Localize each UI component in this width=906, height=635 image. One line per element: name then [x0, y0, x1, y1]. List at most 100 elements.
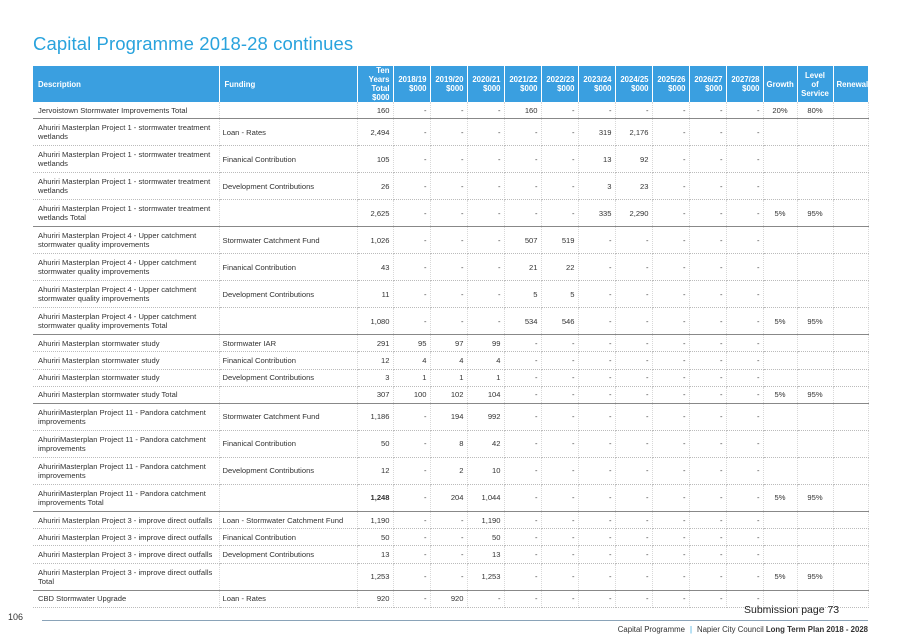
header-2026-27: 2026/27 $000: [689, 66, 727, 102]
row-year-value: -: [541, 145, 579, 174]
table-body: Jervoistown Stormwater Improvements Tota…: [33, 102, 869, 608]
row-growth: 5%: [763, 199, 798, 228]
row-year-value: -: [615, 102, 653, 120]
row-year-value: -: [726, 253, 764, 282]
table-row: AhuririMasterplan Project 11 - Pandora c…: [33, 457, 869, 485]
row-year-value: -: [504, 403, 542, 431]
row-growth: [763, 118, 798, 147]
row-funding: [219, 102, 358, 120]
row-year-value: -: [689, 590, 727, 608]
row-year-value: -: [541, 528, 579, 547]
row-year-value: -: [541, 430, 579, 458]
row-year-value: -: [541, 545, 579, 564]
row-level-of-service: 95%: [797, 484, 834, 512]
row-year-value: -: [393, 430, 431, 458]
row-renewal: [833, 386, 869, 404]
row-year-value: -: [726, 511, 764, 530]
row-growth: [763, 457, 798, 485]
row-year-value: -: [652, 430, 690, 458]
row-growth: [763, 511, 798, 530]
row-year-value: -: [578, 430, 616, 458]
row-description: Ahuriri Masterplan stormwater study: [33, 351, 220, 370]
row-funding: Finanical Contribution: [219, 253, 358, 282]
row-year-value: -: [652, 369, 690, 387]
row-renewal: [833, 280, 869, 309]
header-2027-28: 2027/28 $000: [726, 66, 764, 102]
row-year-value: -: [652, 386, 690, 404]
row-year-value: -: [689, 199, 727, 228]
row-year-value: -: [689, 226, 727, 255]
row-year-value: -: [726, 226, 764, 255]
row-level-of-service: 95%: [797, 386, 834, 404]
row-ten-year-total: 160: [357, 102, 394, 120]
row-growth: [763, 145, 798, 174]
row-funding: Stormwater Catchment Fund: [219, 403, 358, 431]
row-funding: Stormwater Catchment Fund: [219, 226, 358, 255]
table-row: Ahuriri Masterplan Project 3 - improve d…: [33, 563, 869, 591]
row-year-value: -: [615, 280, 653, 309]
row-renewal: [833, 484, 869, 512]
row-year-value: -: [430, 253, 468, 282]
row-year-value: -: [578, 253, 616, 282]
row-description: Ahuriri Masterplan Project 1 - stormwate…: [33, 199, 220, 228]
row-year-value: -: [393, 226, 431, 255]
row-year-value: -: [726, 118, 764, 147]
row-year-value: 99: [467, 334, 505, 353]
table-row: Ahuriri Masterplan Project 4 - Upper cat…: [33, 253, 869, 282]
row-ten-year-total: 291: [357, 334, 394, 353]
header-level-of-service: Level of Service: [797, 66, 834, 102]
row-year-value: 1: [467, 369, 505, 387]
table-row: AhuririMasterplan Project 11 - Pandora c…: [33, 484, 869, 512]
row-year-value: 5: [541, 280, 579, 309]
row-year-value: -: [615, 511, 653, 530]
table-row: Ahuriri Masterplan Project 3 - improve d…: [33, 528, 869, 547]
row-year-value: -: [615, 369, 653, 387]
row-renewal: [833, 545, 869, 564]
row-funding: Development Contributions: [219, 545, 358, 564]
row-year-value: -: [578, 511, 616, 530]
row-description: Ahuriri Masterplan stormwater study: [33, 369, 220, 387]
row-year-value: -: [393, 457, 431, 485]
row-year-value: 519: [541, 226, 579, 255]
row-year-value: -: [615, 403, 653, 431]
row-growth: [763, 430, 798, 458]
table-header-row: Description Funding Ten Years Total $000…: [33, 66, 869, 102]
row-year-value: -: [578, 403, 616, 431]
row-year-value: -: [541, 484, 579, 512]
row-renewal: [833, 102, 869, 120]
row-level-of-service: 80%: [797, 102, 834, 120]
row-year-value: -: [393, 403, 431, 431]
row-year-value: -: [726, 386, 764, 404]
row-description: Ahuriri Masterplan Project 3 - improve d…: [33, 511, 220, 530]
row-year-value: -: [541, 351, 579, 370]
row-ten-year-total: 2,494: [357, 118, 394, 147]
row-year-value: 100: [393, 386, 431, 404]
row-ten-year-total: 50: [357, 430, 394, 458]
row-year-value: 160: [504, 102, 542, 120]
row-year-value: -: [393, 199, 431, 228]
row-level-of-service: [797, 351, 834, 370]
row-year-value: -: [652, 563, 690, 591]
footer-council: Napier City Council: [696, 625, 764, 634]
row-year-value: -: [615, 528, 653, 547]
row-year-value: -: [652, 118, 690, 147]
row-year-value: -: [689, 102, 727, 120]
row-growth: 5%: [763, 563, 798, 591]
footer-divider: [42, 620, 868, 621]
row-funding: Loan - Rates: [219, 118, 358, 147]
row-level-of-service: [797, 528, 834, 547]
row-description: AhuririMasterplan Project 11 - Pandora c…: [33, 403, 220, 431]
row-year-value: 1,044: [467, 484, 505, 512]
row-year-value: -: [578, 386, 616, 404]
row-year-value: -: [615, 484, 653, 512]
row-growth: [763, 403, 798, 431]
row-funding: Stormwater IAR: [219, 334, 358, 353]
row-year-value: -: [541, 369, 579, 387]
row-year-value: -: [578, 563, 616, 591]
row-year-value: -: [689, 457, 727, 485]
row-year-value: 8: [430, 430, 468, 458]
row-year-value: -: [430, 172, 468, 201]
row-year-value: 22: [541, 253, 579, 282]
header-2019-20: 2019/20 $000: [430, 66, 468, 102]
row-year-value: -: [726, 545, 764, 564]
